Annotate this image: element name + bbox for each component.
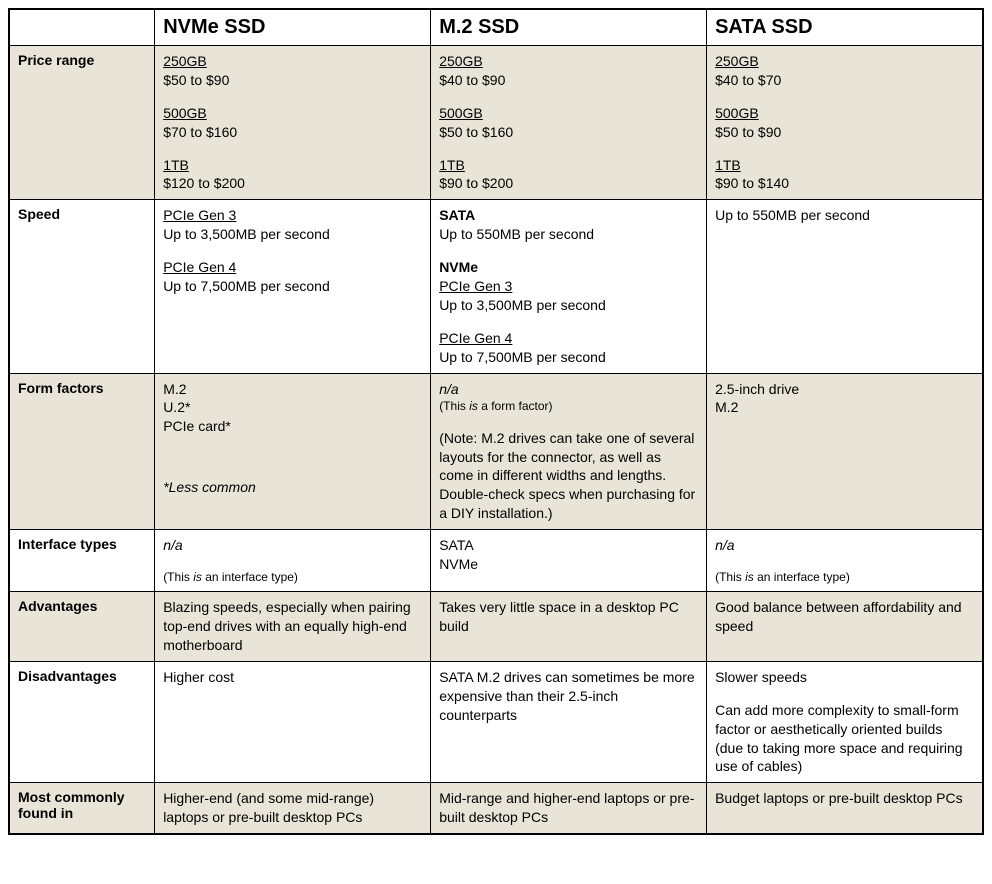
cell-price-sata: 250GB $40 to $70 500GB $50 to $90 1TB $9… — [707, 46, 983, 200]
price-tier-cap: 500GB — [163, 104, 422, 123]
form-note: (Note: M.2 drives can take one of severa… — [439, 429, 698, 523]
row-price: Price range 250GB $50 to $90 500GB $70 t… — [9, 46, 983, 200]
speed-value: Up to 7,500MB per second — [439, 348, 698, 367]
price-tier-val: $50 to $90 — [715, 123, 974, 142]
form-item: U.2* — [163, 398, 422, 417]
dis-item: Can add more complexity to small-form fa… — [715, 701, 974, 777]
cell-price-nvme: 250GB $50 to $90 500GB $70 to $160 1TB $… — [155, 46, 431, 200]
speed-heading: NVMe — [439, 258, 698, 277]
col-header-sata: SATA SSD — [707, 9, 983, 46]
speed-value: Up to 550MB per second — [439, 225, 698, 244]
price-tier-val: $120 to $200 — [163, 174, 422, 193]
price-tier-cap: 1TB — [439, 156, 698, 175]
row-found-in: Most commonly found in Higher-end (and s… — [9, 783, 983, 834]
price-tier-cap: 500GB — [439, 104, 698, 123]
price-tier-cap: 1TB — [715, 156, 974, 175]
form-item: 2.5-inch drive — [715, 380, 974, 399]
col-header-m2: M.2 SSD — [431, 9, 707, 46]
form-item: M.2 — [163, 380, 422, 399]
row-label-found: Most commonly found in — [9, 783, 155, 834]
speed-heading: PCIe Gen 3 — [163, 206, 422, 225]
speed-value: Up to 3,500MB per second — [163, 225, 422, 244]
speed-subheading: PCIe Gen 4 — [439, 329, 698, 348]
cell-form-nvme: M.2 U.2* PCIe card* *Less common — [155, 373, 431, 530]
row-label-price: Price range — [9, 46, 155, 200]
cell-found-sata: Budget laptops or pre-built desktop PCs — [707, 783, 983, 834]
form-note: *Less common — [163, 478, 422, 497]
dis-item: Slower speeds — [715, 668, 974, 687]
cell-speed-sata: Up to 550MB per second — [707, 200, 983, 373]
cell-dis-sata: Slower speeds Can add more complexity to… — [707, 661, 983, 782]
row-speed: Speed PCIe Gen 3 Up to 3,500MB per secon… — [9, 200, 983, 373]
speed-value: Up to 550MB per second — [715, 206, 974, 225]
price-tier-val: $50 to $160 — [439, 123, 698, 142]
cell-found-nvme: Higher-end (and some mid-range) laptops … — [155, 783, 431, 834]
price-tier-cap: 250GB — [163, 52, 422, 71]
iface-na: n/a — [715, 536, 974, 555]
col-header-nvme: NVMe SSD — [155, 9, 431, 46]
price-tier-cap: 250GB — [439, 52, 698, 71]
row-label-speed: Speed — [9, 200, 155, 373]
price-tier-cap: 500GB — [715, 104, 974, 123]
form-na-note: (This is a form factor) — [439, 398, 698, 414]
cell-adv-m2: Takes very little space in a desktop PC … — [431, 592, 707, 662]
iface-item: SATA — [439, 536, 698, 555]
form-na: n/a — [439, 380, 698, 399]
price-tier-cap: 250GB — [715, 52, 974, 71]
cell-dis-m2: SATA M.2 drives can sometimes be more ex… — [431, 661, 707, 782]
header-row: NVMe SSD M.2 SSD SATA SSD — [9, 9, 983, 46]
price-tier-val: $40 to $90 — [439, 71, 698, 90]
row-label-form: Form factors — [9, 373, 155, 530]
cell-price-m2: 250GB $40 to $90 500GB $50 to $160 1TB $… — [431, 46, 707, 200]
speed-subheading: PCIe Gen 3 — [439, 277, 698, 296]
form-item: M.2 — [715, 398, 974, 417]
speed-heading: PCIe Gen 4 — [163, 258, 422, 277]
cell-iface-sata: n/a (This is an interface type) — [707, 530, 983, 592]
cell-form-m2: n/a (This is a form factor) (Note: M.2 d… — [431, 373, 707, 530]
cell-adv-sata: Good balance between affordability and s… — [707, 592, 983, 662]
price-tier-val: $90 to $200 — [439, 174, 698, 193]
price-tier-cap: 1TB — [163, 156, 422, 175]
row-label-advantages: Advantages — [9, 592, 155, 662]
price-tier-val: $90 to $140 — [715, 174, 974, 193]
row-form: Form factors M.2 U.2* PCIe card* *Less c… — [9, 373, 983, 530]
iface-na: n/a — [163, 536, 422, 555]
cell-iface-nvme: n/a (This is an interface type) — [155, 530, 431, 592]
price-tier-val: $40 to $70 — [715, 71, 974, 90]
ssd-comparison-table: NVMe SSD M.2 SSD SATA SSD Price range 25… — [8, 8, 984, 835]
row-label-interface: Interface types — [9, 530, 155, 592]
iface-note: (This is an interface type) — [163, 569, 422, 585]
speed-value: Up to 3,500MB per second — [439, 296, 698, 315]
speed-heading: SATA — [439, 206, 698, 225]
iface-item: NVMe — [439, 555, 698, 574]
cell-form-sata: 2.5-inch drive M.2 — [707, 373, 983, 530]
cell-iface-m2: SATA NVMe — [431, 530, 707, 592]
row-interface: Interface types n/a (This is an interfac… — [9, 530, 983, 592]
header-blank — [9, 9, 155, 46]
price-tier-val: $50 to $90 — [163, 71, 422, 90]
cell-adv-nvme: Blazing speeds, especially when pairing … — [155, 592, 431, 662]
speed-value: Up to 7,500MB per second — [163, 277, 422, 296]
cell-dis-nvme: Higher cost — [155, 661, 431, 782]
iface-note: (This is an interface type) — [715, 569, 974, 585]
cell-found-m2: Mid-range and higher-end laptops or pre-… — [431, 783, 707, 834]
cell-speed-nvme: PCIe Gen 3 Up to 3,500MB per second PCIe… — [155, 200, 431, 373]
form-item: PCIe card* — [163, 417, 422, 436]
cell-speed-m2: SATA Up to 550MB per second NVMe PCIe Ge… — [431, 200, 707, 373]
row-label-disadvantages: Disadvantages — [9, 661, 155, 782]
row-disadvantages: Disadvantages Higher cost SATA M.2 drive… — [9, 661, 983, 782]
row-advantages: Advantages Blazing speeds, especially wh… — [9, 592, 983, 662]
price-tier-val: $70 to $160 — [163, 123, 422, 142]
